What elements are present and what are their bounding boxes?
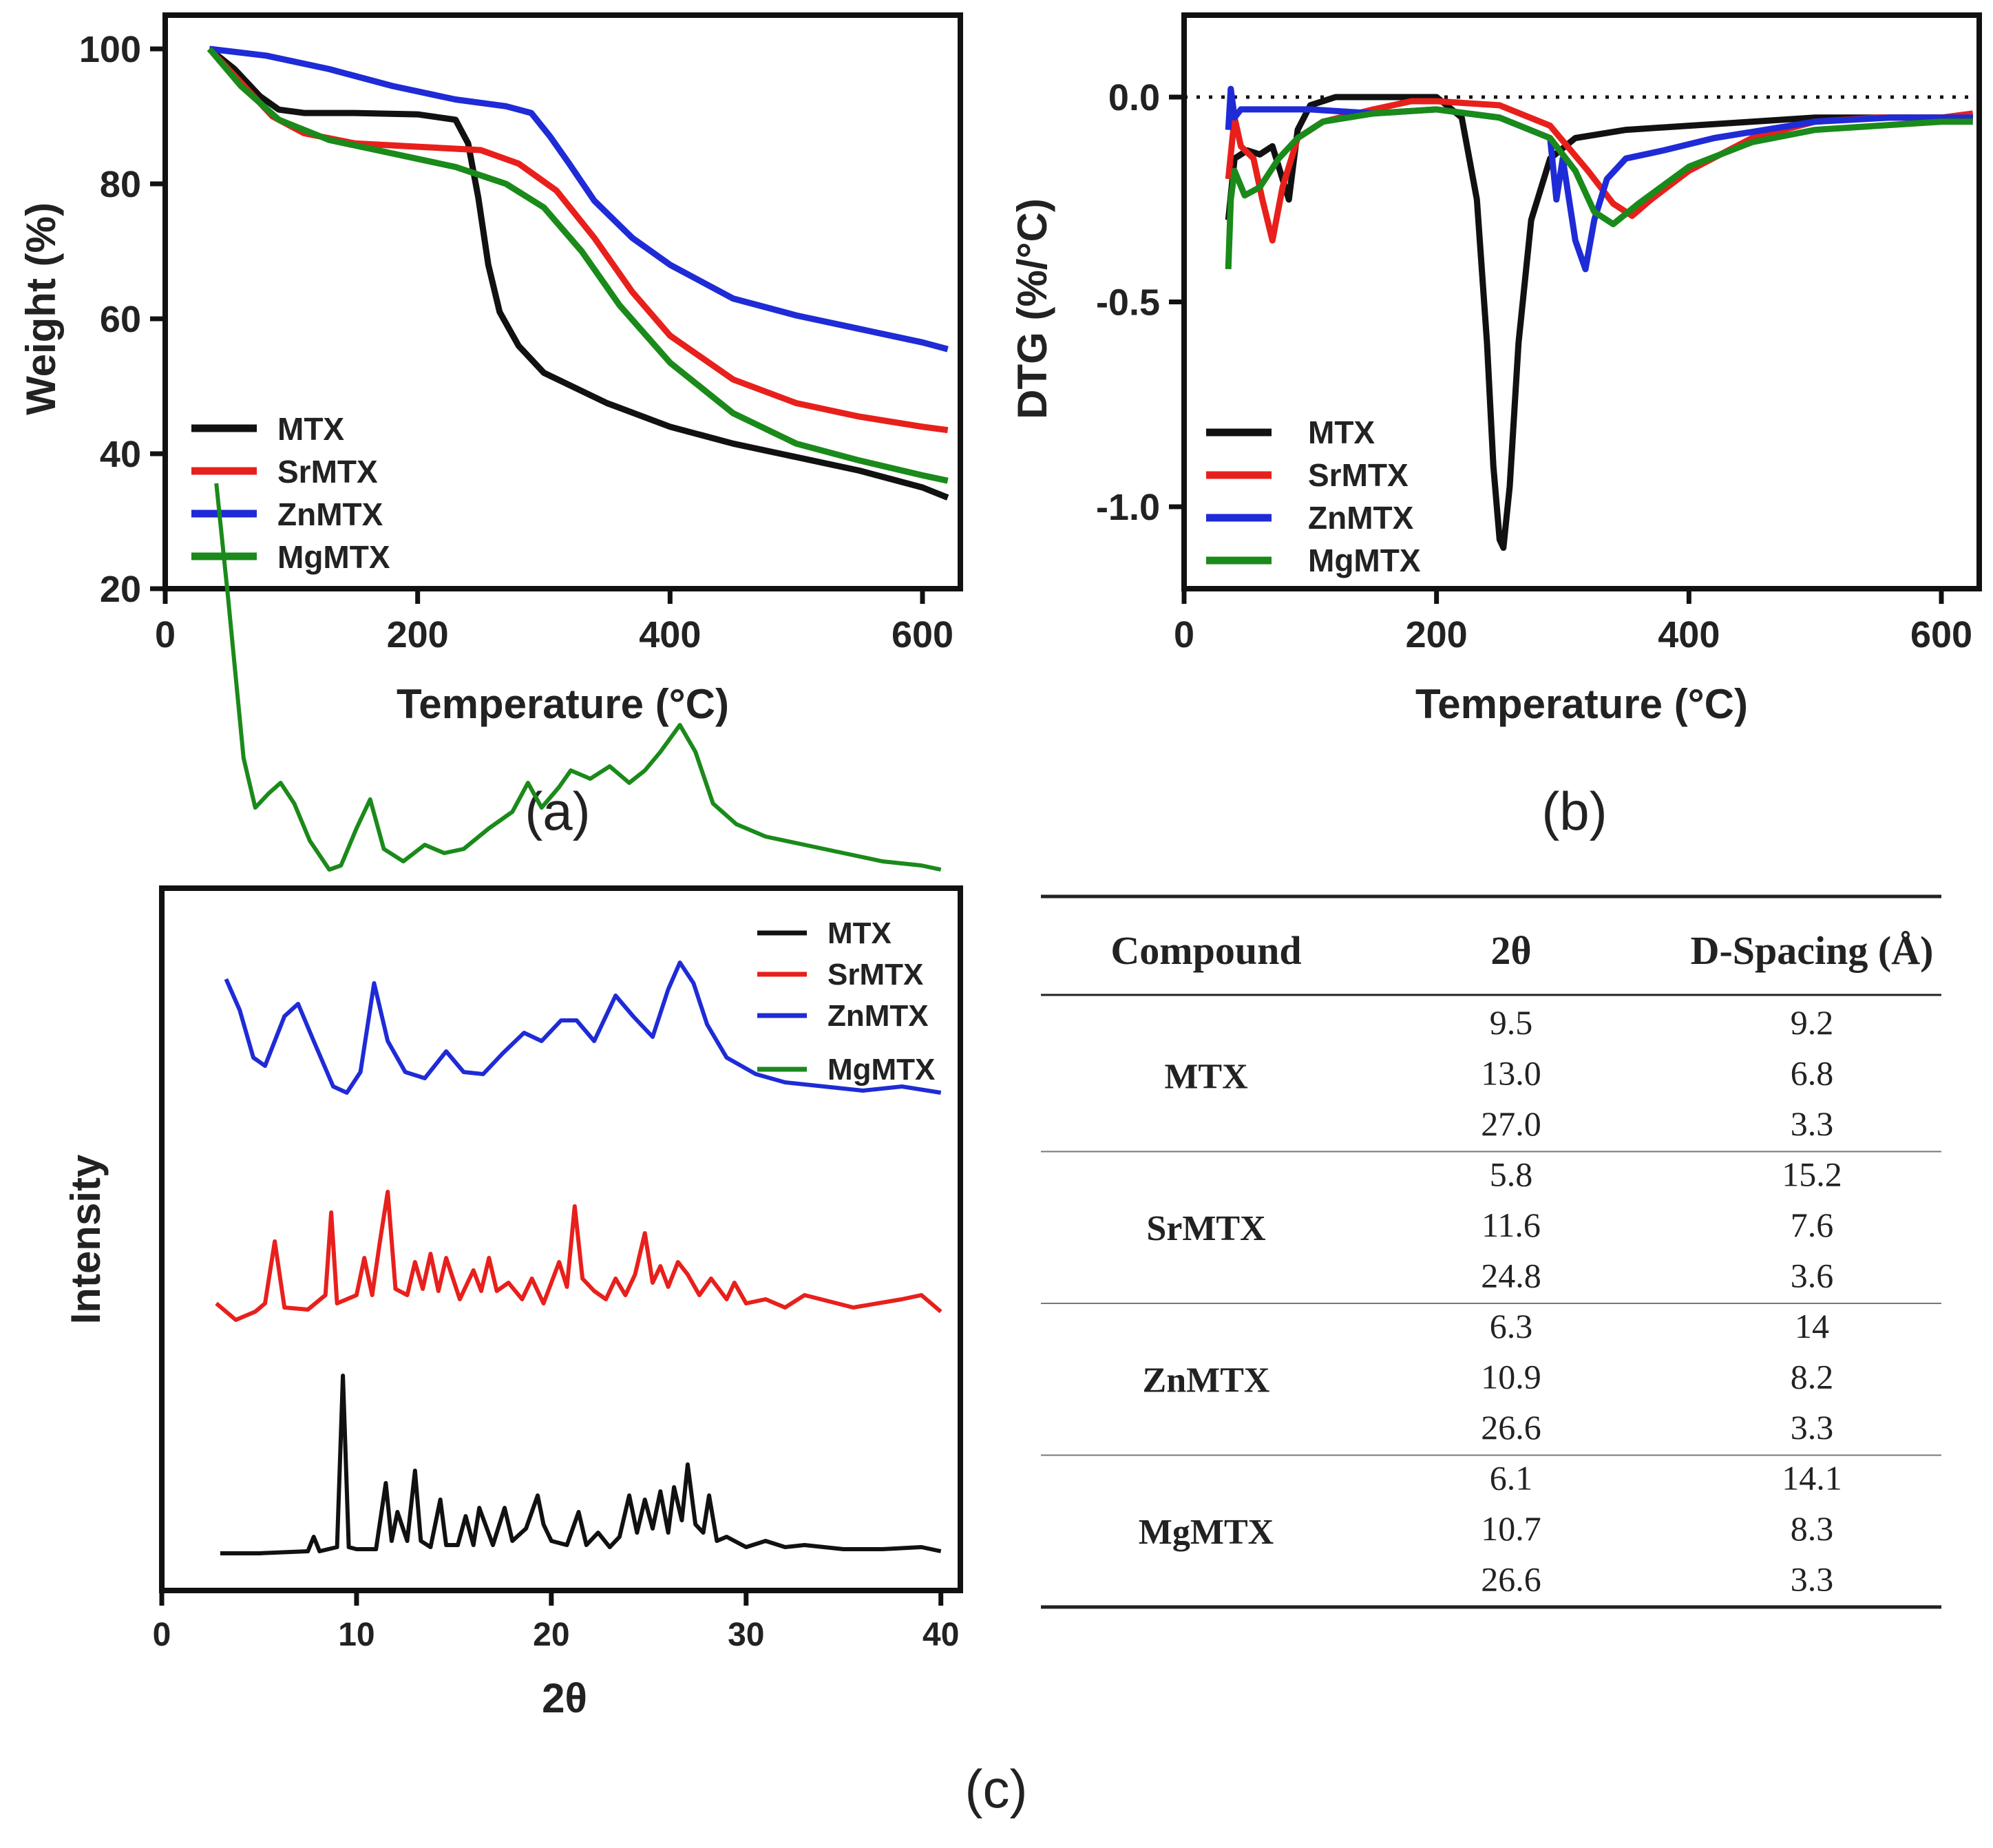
- table-compound-mgmtx: MgMTX: [1139, 1513, 1274, 1552]
- series-line-srmtx: [207, 46, 949, 434]
- table-cell-2theta: 27.0: [1481, 1104, 1541, 1143]
- table-cell-2theta: 5.8: [1490, 1155, 1533, 1194]
- legend-label-srmtx: SrMTX: [1308, 457, 1409, 493]
- series-line-mtx: [1225, 94, 1973, 551]
- table-compound-mtx: MTX: [1164, 1057, 1247, 1096]
- y-tick-label: 40: [100, 434, 141, 475]
- legend-label-mgmtx: MgMTX: [277, 539, 390, 575]
- x-axis-label: Temperature (°C): [1415, 681, 1748, 727]
- table-cell-2theta: 10.7: [1481, 1509, 1541, 1548]
- table-cell-dspacing: 15.2: [1782, 1155, 1842, 1194]
- x-tick-label: 0: [155, 614, 176, 655]
- table-header-0: Compound: [1110, 928, 1301, 973]
- table-cell-dspacing: 7.6: [1791, 1206, 1834, 1244]
- legend-label-znmtx: ZnMTX: [827, 999, 929, 1033]
- series-line-mtx: [220, 1374, 942, 1555]
- chart-b-dtg: 0 200 400 600 0.0 -0.5 -1.0 Temperature (°C) DTG…: [1009, 12, 1982, 727]
- x-axis-label: 2θ: [542, 1675, 587, 1721]
- dspacing-table: Compound 2θ D-Spacing (Å) 9.5 9.2 13.0 6.8 27.0…: [1041, 894, 1941, 1609]
- legend-label-znmtx: ZnMTX: [277, 496, 383, 532]
- x-tick-label: 200: [387, 614, 449, 655]
- table-compound-znmtx: ZnMTX: [1143, 1361, 1270, 1400]
- plot-frame: [1181, 12, 1982, 591]
- legend-label-mtx: MTX: [827, 916, 892, 950]
- table-cell-2theta: 6.1: [1490, 1459, 1533, 1498]
- table-cell-dspacing: 14: [1795, 1307, 1829, 1345]
- x-tick-label: 0: [1174, 614, 1194, 655]
- x-tick-label: 40: [922, 1617, 959, 1653]
- table-cell-dspacing: 8.3: [1791, 1509, 1834, 1548]
- x-tick-label: 0: [153, 1617, 171, 1653]
- series-line-mtx: [207, 46, 949, 501]
- table-cell-2theta: 10.9: [1481, 1358, 1541, 1396]
- legend-label-mgmtx: MgMTX: [1308, 543, 1421, 578]
- panel-label-b: (b): [1541, 781, 1607, 841]
- y-tick-label: -1.0: [1096, 487, 1160, 528]
- x-tick-label: 200: [1406, 614, 1468, 655]
- y-tick-label: -0.5: [1096, 282, 1160, 324]
- legend-label-srmtx: SrMTX: [827, 958, 923, 991]
- table-cell-2theta: 13.0: [1481, 1054, 1541, 1093]
- legend-label-znmtx: ZnMTX: [1308, 500, 1414, 536]
- legend-label-mtx: MTX: [277, 411, 344, 447]
- x-tick-label: 600: [892, 614, 953, 655]
- chart-a-tga: 0 200 400 600 20 40 60 80 100 Temperature (°C) Wei…: [18, 12, 963, 727]
- y-tick-label: 60: [100, 299, 141, 340]
- table-cell-dspacing: 9.2: [1791, 1003, 1834, 1042]
- y-tick-label: 20: [100, 569, 141, 610]
- table-cell-2theta: 6.3: [1490, 1307, 1533, 1345]
- y-axis-label: Weight (%): [18, 202, 64, 415]
- series-line-znmtx: [224, 960, 942, 1095]
- table-cell-2theta: 26.6: [1481, 1560, 1541, 1599]
- table-cell-dspacing: 14.1: [1782, 1459, 1842, 1498]
- series-line-znmtx: [1225, 85, 1973, 273]
- x-tick-label: 30: [728, 1617, 764, 1653]
- table-cell-dspacing: 3.3: [1791, 1104, 1834, 1143]
- table-cell-dspacing: 3.3: [1791, 1560, 1834, 1599]
- series-line-mgmtx: [214, 483, 942, 872]
- y-axis-label: Intensity: [63, 1154, 109, 1324]
- legend-label-mtx: MTX: [1308, 414, 1375, 450]
- series-line-mgmtx: [207, 47, 949, 484]
- series-line-srmtx: [215, 1190, 942, 1322]
- x-tick-label: 600: [1910, 614, 1972, 655]
- x-axis-label: Temperature (°C): [397, 681, 729, 727]
- x-tick-label: 400: [639, 614, 701, 655]
- legend-label-srmtx: SrMTX: [277, 454, 378, 490]
- plot-frame: [162, 12, 963, 591]
- table-header-2: D-Spacing (Å): [1691, 928, 1934, 973]
- table-header-1: 2θ: [1490, 928, 1531, 973]
- legend-label-mgmtx: MgMTX: [827, 1053, 935, 1086]
- x-tick-label: 400: [1658, 614, 1720, 655]
- series-line-srmtx: [1225, 98, 1974, 244]
- y-axis-label: DTG (%/°C): [1009, 198, 1055, 419]
- y-tick-label: 100: [79, 29, 141, 70]
- chart-c-xrd: 0 10 20 30 40 2θ Intensity MTX SrMTX ZnMTX MgMTX: [63, 483, 963, 1721]
- y-tick-label: 80: [100, 164, 141, 205]
- plot-frame: [159, 885, 963, 1593]
- table-cell-dspacing: 3.6: [1791, 1257, 1834, 1295]
- x-tick-label: 10: [338, 1617, 375, 1653]
- table-cell-dspacing: 6.8: [1791, 1054, 1834, 1093]
- x-tick-label: 20: [533, 1617, 569, 1653]
- table-cell-2theta: 9.5: [1490, 1003, 1533, 1042]
- panel-label-c: (c): [965, 1758, 1028, 1819]
- table-cell-dspacing: 3.3: [1791, 1408, 1834, 1447]
- table-compound-srmtx: SrMTX: [1146, 1209, 1265, 1248]
- table-cell-2theta: 24.8: [1481, 1257, 1541, 1295]
- table-cell-2theta: 11.6: [1481, 1206, 1541, 1244]
- table-cell-2theta: 26.6: [1481, 1408, 1541, 1447]
- series-line-znmtx: [209, 45, 949, 353]
- y-tick-label: 0.0: [1108, 77, 1160, 118]
- table-cell-dspacing: 8.2: [1791, 1358, 1834, 1396]
- series-line-mgmtx: [1225, 106, 1973, 270]
